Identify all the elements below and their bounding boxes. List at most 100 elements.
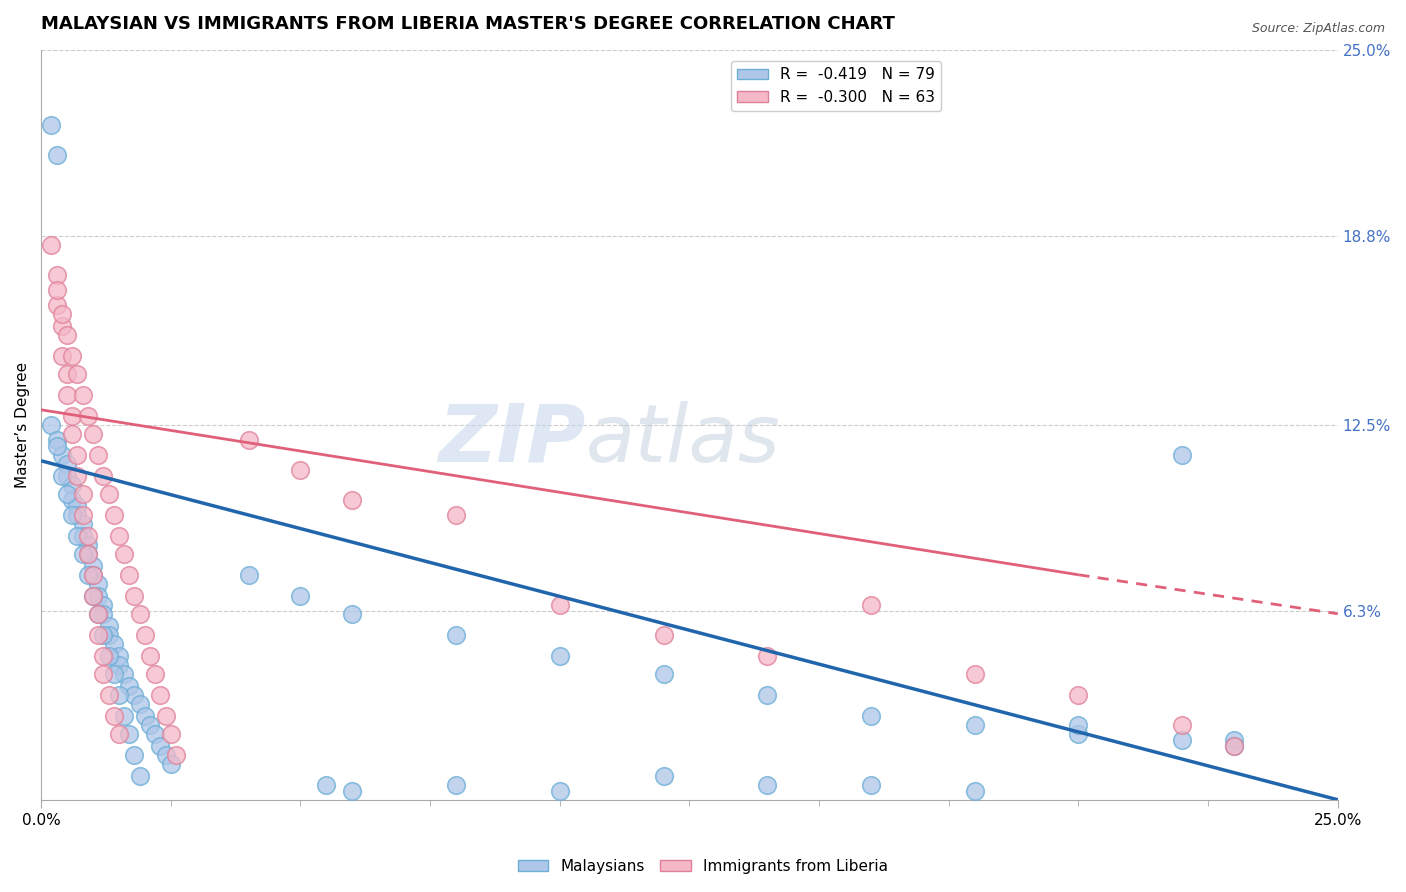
Point — [82, 589, 104, 603]
Point — [118, 679, 141, 693]
Point — [103, 508, 125, 522]
Point — [859, 598, 882, 612]
Point — [118, 727, 141, 741]
Point — [56, 327, 79, 342]
Y-axis label: Master’s Degree: Master’s Degree — [15, 362, 30, 488]
Point — [155, 747, 177, 762]
Point — [1223, 739, 1246, 753]
Point — [139, 718, 162, 732]
Point — [756, 688, 779, 702]
Point — [97, 648, 120, 663]
Point — [76, 538, 98, 552]
Point — [128, 607, 150, 621]
Point — [56, 457, 79, 471]
Point — [1171, 732, 1194, 747]
Point — [45, 268, 67, 282]
Point — [1223, 739, 1246, 753]
Point — [76, 547, 98, 561]
Point — [315, 778, 337, 792]
Point — [444, 778, 467, 792]
Point — [45, 298, 67, 312]
Point — [87, 589, 110, 603]
Point — [93, 598, 115, 612]
Point — [60, 492, 83, 507]
Point — [72, 487, 94, 501]
Point — [66, 448, 89, 462]
Point — [87, 448, 110, 462]
Point — [56, 487, 79, 501]
Point — [548, 598, 571, 612]
Point — [76, 529, 98, 543]
Point — [963, 783, 986, 797]
Text: Source: ZipAtlas.com: Source: ZipAtlas.com — [1251, 22, 1385, 36]
Point — [82, 558, 104, 573]
Point — [108, 648, 131, 663]
Point — [1067, 718, 1090, 732]
Point — [66, 367, 89, 381]
Point — [97, 619, 120, 633]
Point — [112, 666, 135, 681]
Point — [72, 508, 94, 522]
Point — [238, 567, 260, 582]
Point — [82, 567, 104, 582]
Point — [72, 529, 94, 543]
Point — [108, 529, 131, 543]
Point — [159, 756, 181, 771]
Point — [159, 727, 181, 741]
Point — [66, 499, 89, 513]
Point — [41, 417, 63, 432]
Point — [112, 708, 135, 723]
Point — [134, 628, 156, 642]
Point — [93, 666, 115, 681]
Point — [97, 688, 120, 702]
Point — [342, 607, 364, 621]
Point — [93, 648, 115, 663]
Point — [859, 778, 882, 792]
Legend: R =  -0.419   N = 79, R =  -0.300   N = 63: R = -0.419 N = 79, R = -0.300 N = 63 — [731, 62, 941, 112]
Point — [66, 468, 89, 483]
Point — [149, 739, 172, 753]
Point — [548, 783, 571, 797]
Point — [1067, 688, 1090, 702]
Point — [112, 547, 135, 561]
Point — [124, 688, 146, 702]
Point — [97, 487, 120, 501]
Point — [51, 307, 73, 321]
Point — [45, 433, 67, 447]
Point — [290, 463, 312, 477]
Text: MALAYSIAN VS IMMIGRANTS FROM LIBERIA MASTER'S DEGREE CORRELATION CHART: MALAYSIAN VS IMMIGRANTS FROM LIBERIA MAS… — [41, 15, 896, 33]
Point — [342, 492, 364, 507]
Point — [652, 628, 675, 642]
Point — [444, 508, 467, 522]
Point — [72, 516, 94, 531]
Point — [108, 657, 131, 672]
Point — [238, 433, 260, 447]
Point — [72, 547, 94, 561]
Point — [139, 648, 162, 663]
Point — [66, 529, 89, 543]
Point — [76, 567, 98, 582]
Point — [756, 778, 779, 792]
Point — [103, 708, 125, 723]
Point — [87, 607, 110, 621]
Point — [1067, 727, 1090, 741]
Point — [108, 727, 131, 741]
Point — [124, 747, 146, 762]
Point — [51, 349, 73, 363]
Point — [859, 708, 882, 723]
Point — [56, 468, 79, 483]
Point — [963, 666, 986, 681]
Point — [652, 769, 675, 783]
Point — [108, 688, 131, 702]
Point — [76, 409, 98, 423]
Point — [76, 547, 98, 561]
Point — [41, 118, 63, 132]
Point — [51, 318, 73, 333]
Point — [41, 237, 63, 252]
Point — [155, 708, 177, 723]
Point — [60, 477, 83, 491]
Point — [290, 589, 312, 603]
Point — [103, 666, 125, 681]
Point — [93, 468, 115, 483]
Point — [45, 439, 67, 453]
